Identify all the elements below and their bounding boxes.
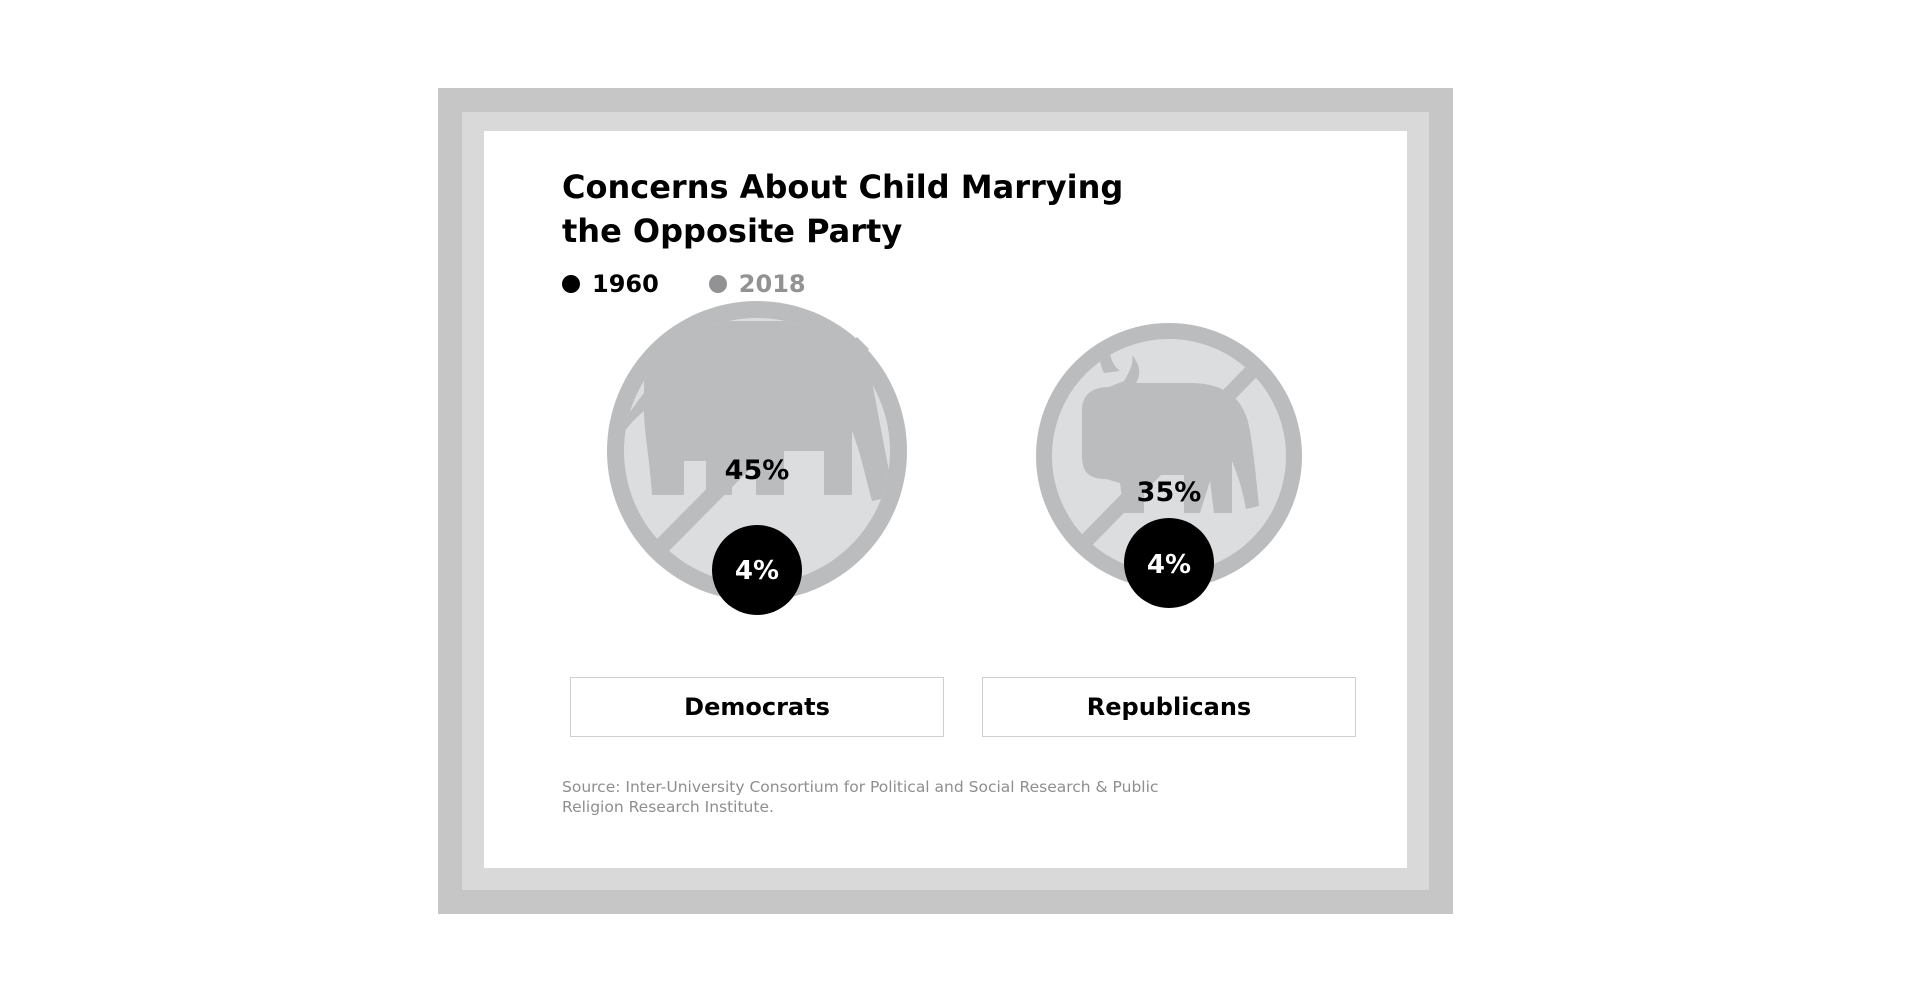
prohibition-slash-democrats xyxy=(644,337,870,563)
bubble-group-democrats: 45% 4% xyxy=(607,301,907,615)
chart-card: Concerns About Child Marrying the Opposi… xyxy=(484,131,1407,868)
bubble-1960-democrats xyxy=(712,525,802,615)
legend-item-2018: 2018 xyxy=(708,270,806,298)
legend-label-1960: 1960 xyxy=(592,270,659,298)
chart-plot: 45% 4% 35% 4% xyxy=(607,301,1302,615)
value-label-1960-democrats: 4% xyxy=(735,556,779,586)
category-label-democrats: Democrats xyxy=(570,677,944,737)
bubble-group-republicans: 35% 4% xyxy=(1036,323,1302,608)
chart-title: Concerns About Child Marrying the Opposi… xyxy=(562,168,1124,250)
category-label-republicans: Republicans xyxy=(982,677,1356,737)
prohibition-slash-republicans xyxy=(1078,361,1262,549)
chart-frame: Concerns About Child Marrying the Opposi… xyxy=(438,88,1453,914)
legend-item-1960: 1960 xyxy=(562,270,659,298)
bubble-1960-republicans xyxy=(1124,518,1214,608)
legend-swatch-2018 xyxy=(708,275,727,293)
legend: 1960 2018 xyxy=(562,269,806,299)
value-label-2018-democrats: 45% xyxy=(725,455,790,486)
value-label-2018-republicans: 35% xyxy=(1137,477,1202,508)
chart-frame-inner: Concerns About Child Marrying the Opposi… xyxy=(462,112,1429,890)
value-label-1960-republicans: 4% xyxy=(1147,550,1191,580)
source-note: Source: Inter-University Consortium for … xyxy=(562,778,1159,816)
legend-label-2018: 2018 xyxy=(738,270,806,298)
elephant-icon xyxy=(624,321,890,501)
legend-swatch-1960 xyxy=(562,275,580,293)
